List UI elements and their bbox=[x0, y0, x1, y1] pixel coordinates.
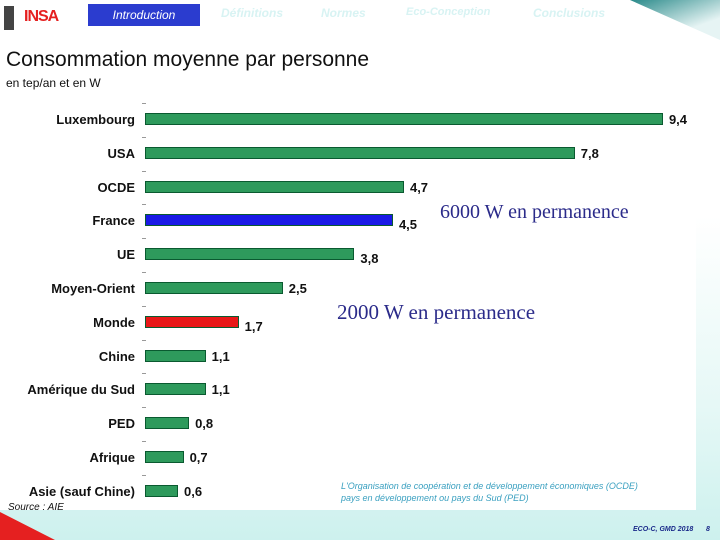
value-label: 3,8 bbox=[360, 251, 379, 267]
axis-tick bbox=[142, 136, 146, 138]
value-label: 0,6 bbox=[184, 483, 203, 499]
category-label: Moyen-Orient bbox=[51, 281, 135, 296]
tab-introduction[interactable]: Introduction bbox=[88, 4, 200, 26]
bar bbox=[145, 451, 184, 463]
value-label: 0,7 bbox=[189, 450, 208, 465]
source-text: Source : AIE bbox=[8, 502, 64, 513]
value-label: 1,1 bbox=[211, 382, 230, 398]
annotation-2000w: 2000 W en permanence bbox=[337, 300, 536, 324]
axis-tick bbox=[142, 103, 146, 104]
axis-tick bbox=[142, 373, 146, 375]
value-label: 1,1 bbox=[211, 348, 230, 364]
insa-logo bbox=[4, 6, 14, 30]
value-label: 0,8 bbox=[195, 416, 214, 432]
value-label: 4,5 bbox=[398, 217, 418, 233]
note-ped: pays en développement ou pays du Sud (PE… bbox=[341, 493, 529, 503]
chart-panel bbox=[0, 95, 696, 510]
bar bbox=[145, 248, 355, 261]
axis-tick bbox=[142, 238, 146, 240]
category-label: Chine bbox=[98, 348, 135, 364]
value-label: 1,7 bbox=[244, 318, 263, 334]
category-label: PED bbox=[108, 416, 135, 432]
bar bbox=[145, 214, 393, 227]
category-label: Afrique bbox=[89, 450, 136, 465]
insa-logo-text: INSA bbox=[24, 8, 59, 25]
category-label: Amérique du Sud bbox=[27, 382, 135, 398]
axis-tick bbox=[142, 305, 146, 307]
annotation-6000w: 6000 W en permanence bbox=[440, 201, 629, 223]
bar bbox=[145, 180, 404, 193]
footer-text: ECO-C, GMD 2018 bbox=[633, 526, 694, 533]
value-label: 4,7 bbox=[409, 179, 429, 195]
bar bbox=[145, 282, 283, 294]
value-label: 9,4 bbox=[668, 112, 688, 127]
page-title: Consommation moyenne par personne bbox=[6, 48, 370, 71]
category-label: Asie (sauf Chine) bbox=[28, 483, 135, 499]
tab-definitions[interactable]: Définitions bbox=[221, 6, 283, 20]
tab-eco-conception[interactable]: Eco-Conception bbox=[406, 6, 491, 18]
page-number: 8 bbox=[706, 526, 710, 533]
bar bbox=[145, 484, 179, 497]
category-label: USA bbox=[107, 145, 135, 161]
category-label: UE bbox=[116, 247, 135, 263]
axis-tick bbox=[142, 272, 146, 273]
bar bbox=[145, 349, 206, 362]
note-ocde: L'Organisation de coopération et de déve… bbox=[341, 481, 638, 491]
bar bbox=[145, 417, 190, 430]
axis-tick bbox=[142, 170, 146, 172]
axis-tick bbox=[142, 441, 146, 442]
tab-conclusions[interactable]: Conclusions bbox=[533, 6, 606, 20]
tab-normes[interactable]: Normes bbox=[321, 6, 366, 20]
value-label: 2,5 bbox=[288, 281, 307, 296]
axis-tick bbox=[142, 407, 146, 409]
category-label: Monde bbox=[93, 314, 135, 330]
bar bbox=[145, 315, 239, 328]
axis-tick bbox=[142, 474, 146, 476]
bar bbox=[145, 146, 575, 159]
value-label: 7,8 bbox=[580, 145, 599, 161]
category-label: Luxembourg bbox=[56, 112, 135, 127]
category-label: France bbox=[92, 213, 135, 229]
bar bbox=[145, 113, 663, 125]
category-label: OCDE bbox=[97, 179, 135, 195]
page-subtitle: en tep/an et en W bbox=[6, 76, 101, 90]
bar bbox=[145, 383, 206, 396]
axis-tick bbox=[142, 339, 146, 341]
axis-tick bbox=[142, 204, 146, 206]
